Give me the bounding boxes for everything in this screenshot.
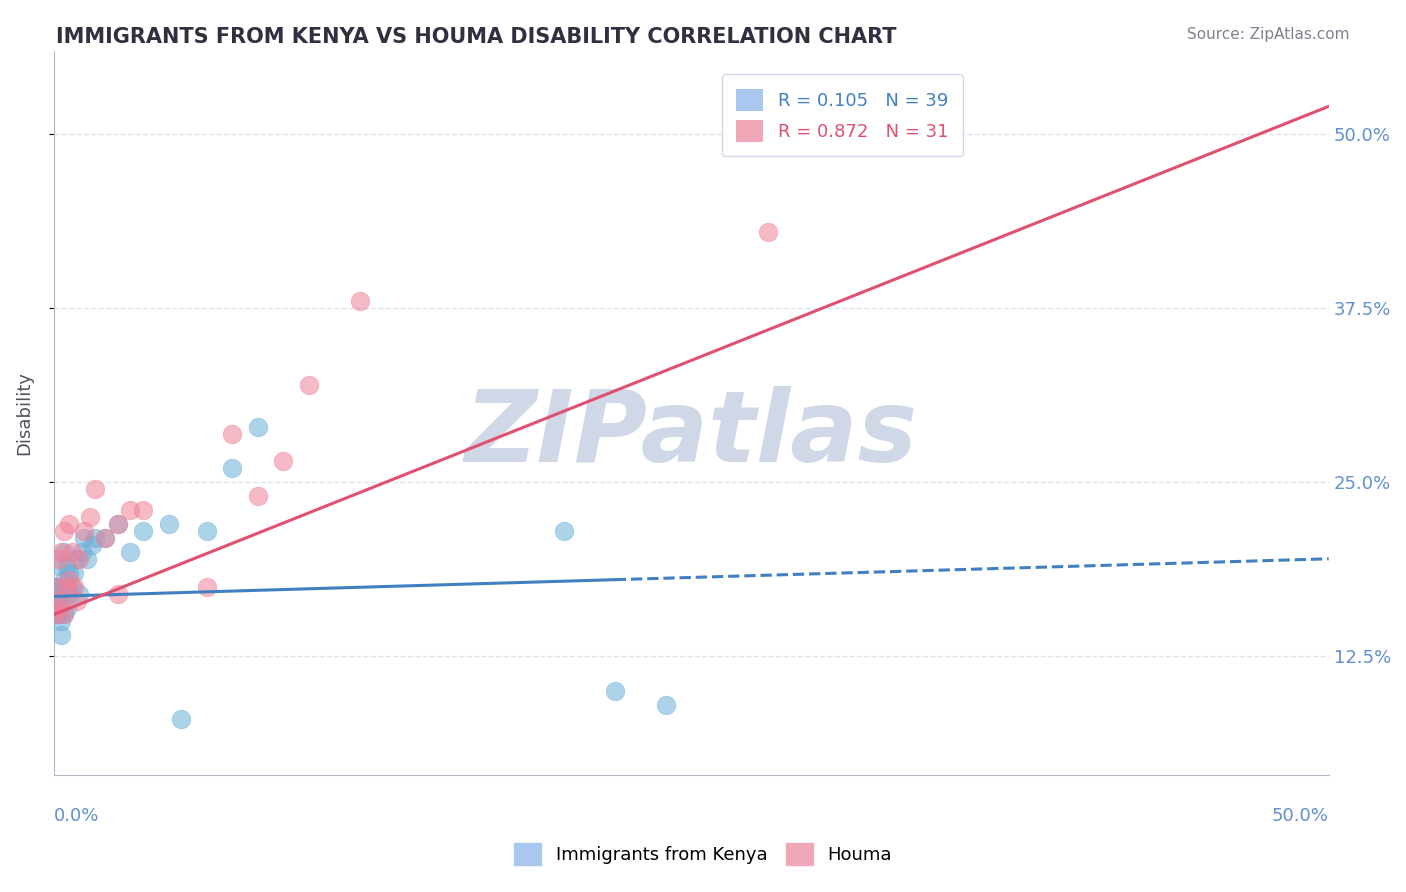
Point [55, 580, 77, 594]
Point [107, 516, 129, 531]
Point [221, 461, 243, 475]
Point [45, 586, 67, 600]
Point [756, 225, 779, 239]
Point [48, 586, 70, 600]
Point [246, 489, 269, 503]
Point [58, 586, 80, 600]
Point [60, 545, 83, 559]
Point [48, 600, 70, 615]
Point [51, 580, 73, 594]
Point [51, 593, 73, 607]
Point [58, 566, 80, 580]
Legend: R = 0.105   N = 39, R = 0.872   N = 31: R = 0.105 N = 39, R = 0.872 N = 31 [721, 74, 963, 156]
Point [246, 419, 269, 434]
Point [66, 593, 89, 607]
Point [45, 607, 67, 622]
Point [94, 531, 117, 545]
Point [60, 580, 83, 594]
Point [45, 580, 67, 594]
Point [48, 593, 70, 607]
Point [273, 454, 295, 468]
Point [73, 531, 96, 545]
Point [51, 545, 73, 559]
Point [48, 607, 70, 622]
Point [67, 551, 90, 566]
Point [67, 586, 90, 600]
Point [55, 600, 77, 615]
Point [195, 580, 218, 594]
Point [53, 607, 76, 622]
Text: Source: ZipAtlas.com: Source: ZipAtlas.com [1187, 27, 1350, 42]
Point [63, 580, 86, 594]
Point [53, 573, 76, 587]
Point [45, 580, 67, 594]
Point [94, 531, 117, 545]
Point [553, 524, 575, 538]
Point [170, 712, 193, 726]
Point [107, 516, 129, 531]
Point [51, 615, 73, 629]
Point [66, 551, 89, 566]
Point [221, 426, 243, 441]
Point [73, 524, 96, 538]
Text: IMMIGRANTS FROM KENYA VS HOUMA DISABILITY CORRELATION CHART: IMMIGRANTS FROM KENYA VS HOUMA DISABILIT… [56, 27, 897, 46]
Point [51, 628, 73, 642]
Point [132, 503, 155, 517]
Point [195, 524, 218, 538]
Point [83, 531, 105, 545]
Point [157, 516, 180, 531]
Legend: Immigrants from Kenya, Houma: Immigrants from Kenya, Houma [505, 834, 901, 874]
Point [48, 558, 70, 573]
Text: 0.0%: 0.0% [53, 807, 100, 825]
Point [76, 551, 98, 566]
Point [53, 524, 76, 538]
Point [120, 503, 142, 517]
Text: ZIPatlas: ZIPatlas [465, 386, 918, 483]
Y-axis label: Disability: Disability [15, 371, 32, 455]
Point [107, 586, 129, 600]
Point [58, 573, 80, 587]
Point [48, 551, 70, 566]
Point [53, 545, 76, 559]
Point [45, 607, 67, 622]
Point [63, 566, 86, 580]
Point [55, 558, 77, 573]
Point [655, 698, 678, 712]
Point [859, 134, 882, 148]
Point [45, 600, 67, 615]
Point [298, 377, 321, 392]
Point [132, 524, 155, 538]
Point [349, 294, 371, 309]
Point [53, 607, 76, 622]
Point [79, 510, 101, 524]
Point [120, 545, 142, 559]
Point [80, 538, 103, 552]
Point [603, 684, 626, 698]
Point [83, 482, 105, 496]
Point [58, 516, 80, 531]
Point [70, 545, 93, 559]
Text: 50.0%: 50.0% [1272, 807, 1329, 825]
